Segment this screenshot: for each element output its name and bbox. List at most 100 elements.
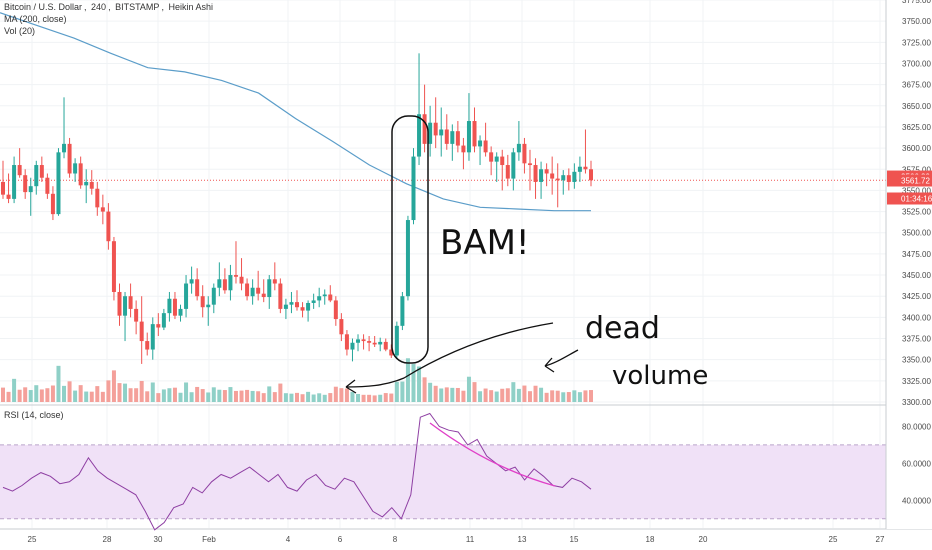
price-axis[interactable]: 3775.00 3750.00 3725.00 3700.00 3675.00 3650.… [886, 0, 932, 529]
rsi-panel[interactable] [0, 414, 886, 530]
volume-bar [73, 391, 77, 402]
candle-body [34, 165, 38, 186]
volume-bar [156, 393, 160, 402]
volume-bar [262, 393, 266, 402]
volume-bar [312, 395, 316, 402]
candle-body [423, 114, 427, 144]
candle-body [484, 140, 488, 152]
volume-bar [589, 390, 593, 402]
volume-bar [439, 388, 443, 402]
time-tick-label: Feb [202, 535, 216, 544]
volume-bar [423, 377, 427, 402]
time-tick-label: 13 [518, 535, 527, 544]
candle-body [450, 131, 454, 144]
candle-body [517, 144, 521, 152]
candle-body [173, 299, 177, 316]
candle-body [73, 163, 77, 173]
volume-bar [506, 388, 510, 402]
volume-bar [373, 395, 377, 402]
volume-bar [95, 386, 99, 402]
time-axis[interactable]: 25 28 30 Feb 4 6 8 11 13 15 18 20 25 27 [28, 535, 885, 544]
volume-bar [583, 390, 587, 402]
candle-body [212, 288, 216, 305]
volume-bar [356, 394, 360, 402]
candle-body [256, 288, 260, 294]
candle-body [190, 279, 194, 283]
volume-bar [190, 392, 194, 402]
price-tick-label: 3700.00 [902, 59, 931, 68]
candle-body [7, 195, 11, 199]
candle-body [79, 163, 83, 185]
volume-bar [400, 382, 404, 402]
legend-interval: 240 [91, 2, 106, 12]
volume-bar [561, 392, 565, 402]
candle-body [367, 341, 371, 343]
candle-body [156, 324, 160, 327]
candle-body [545, 169, 549, 173]
candle-body [84, 182, 88, 185]
volume-bar [434, 386, 438, 402]
volume-bar [45, 388, 49, 402]
candle-body [68, 144, 72, 174]
candle-body [328, 295, 332, 301]
volume-bar [495, 392, 499, 402]
price-tick-label: 3350.00 [902, 356, 931, 365]
candle-body [12, 165, 16, 199]
volume-bar [378, 395, 382, 402]
candle-body [400, 296, 404, 326]
volume-bar [450, 388, 454, 402]
price-tick-label: 3675.00 [902, 81, 931, 90]
candle-body [528, 163, 532, 165]
time-tick-label: 15 [570, 535, 579, 544]
volume-bar [173, 388, 177, 402]
volume-bar [345, 389, 349, 402]
candle-body [117, 292, 121, 316]
candle-body [373, 343, 377, 345]
candle-body [262, 294, 266, 297]
candle-body [439, 129, 443, 135]
rsi-tick-label: 60.0000 [902, 459, 931, 468]
volume-bar [267, 386, 271, 402]
volume-bar [101, 392, 105, 402]
candle-body [179, 309, 183, 316]
volume-bar [112, 370, 116, 402]
time-tick-label: 28 [103, 535, 112, 544]
candle-body [506, 165, 510, 179]
candle-body [323, 295, 327, 297]
time-tick-label: 8 [393, 535, 398, 544]
annotation-dead: dead [585, 311, 660, 346]
volume-bar [245, 390, 249, 402]
volume-bar [29, 390, 33, 402]
candle-body [461, 146, 465, 153]
candle-body [184, 284, 188, 309]
legend-rsi[interactable]: RSI (14, close) [4, 410, 64, 420]
volume-bar [473, 382, 477, 402]
legend-ma[interactable]: MA (200, close) [4, 14, 67, 24]
price-tick-label: 3450.00 [902, 271, 931, 280]
time-tick-label: 30 [154, 535, 163, 544]
legend-vol[interactable]: Vol (20) [4, 26, 35, 36]
volume-bar [578, 392, 582, 402]
candle-body [556, 179, 560, 181]
volume-bar [572, 390, 576, 402]
candle-body [583, 167, 587, 170]
volume-bar [134, 388, 138, 402]
volume-bar [129, 388, 133, 402]
candle-body [572, 172, 576, 182]
close-price-badge: 3561.72 [901, 177, 930, 186]
candle-body [56, 152, 60, 214]
annotation-volume: volume [612, 361, 708, 391]
volume-bar [334, 387, 338, 402]
rsi-tick-label: 80.0000 [902, 422, 931, 431]
candle-body [95, 189, 99, 208]
volume-bar [522, 386, 526, 402]
price-tick-label: 3400.00 [902, 313, 931, 322]
time-tick-label: 25 [28, 535, 37, 544]
volume-bar [362, 395, 366, 402]
price-axis-background [886, 0, 932, 529]
candle-body [312, 300, 316, 303]
candle-body [240, 277, 244, 284]
candle-body [362, 339, 366, 341]
candle-body [478, 140, 482, 146]
